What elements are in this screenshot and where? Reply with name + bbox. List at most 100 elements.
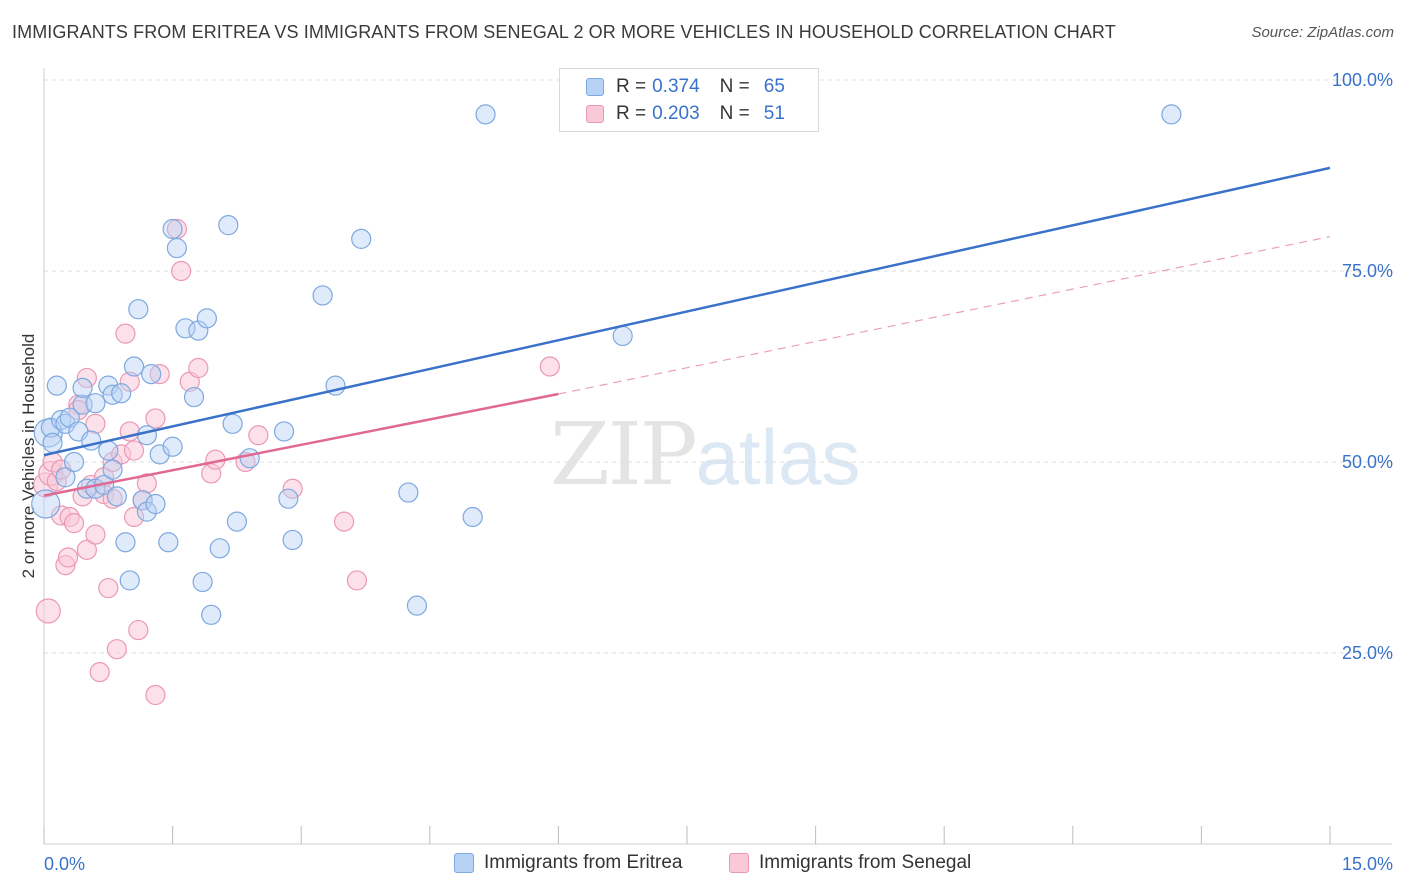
- legend-swatch-eritrea: [586, 78, 604, 96]
- senegal-point: [145, 684, 166, 706]
- eritrea-point: [312, 285, 333, 306]
- senegal-point: [128, 619, 149, 641]
- eritrea-trend-line: [43, 166, 1331, 457]
- senegal-point: [63, 513, 85, 534]
- eritrea-point: [218, 215, 239, 236]
- watermark-zip: ZIP: [550, 405, 698, 505]
- eritrea-point: [162, 436, 183, 457]
- senegal-point: [248, 425, 269, 446]
- eritrea-point: [55, 467, 76, 488]
- legend-swatch-senegal: [586, 105, 604, 123]
- x-tick-label: 15.0%: [1342, 854, 1393, 874]
- senegal-point: [85, 413, 106, 434]
- series-swatch-eritrea: [454, 853, 474, 873]
- tick-labels: 25.0% 50.0% 75.0% 100.0% 0.0% 15.0%: [44, 70, 1393, 874]
- senegal-point: [76, 367, 97, 389]
- eritrea-point: [31, 489, 61, 519]
- legend-row-eritrea: R = 0.374 N = 65: [586, 75, 785, 99]
- senegal-point: [136, 473, 157, 494]
- eritrea-point: [136, 425, 157, 446]
- senegal-point: [85, 524, 106, 545]
- eritrea-point: [132, 490, 153, 511]
- legend-r-label: R =: [616, 76, 647, 97]
- eritrea-point: [175, 318, 196, 339]
- eritrea-point: [42, 432, 63, 453]
- eritrea-point: [239, 448, 260, 469]
- eritrea-point: [226, 511, 247, 532]
- eritrea-point: [183, 386, 205, 408]
- senegal-point: [115, 323, 136, 344]
- series-legend: Immigrants from Eritrea Immigrants from …: [0, 852, 1406, 878]
- senegal-point: [188, 357, 209, 379]
- axes: 2 or more Vehicles in Household: [19, 68, 1392, 845]
- eritrea-point: [209, 538, 230, 559]
- eritrea-point: [141, 364, 162, 385]
- eritrea-point: [475, 104, 496, 125]
- eritrea-point: [102, 384, 123, 405]
- correlation-legend: R = 0.374 N = 65 R = 0.203 N = 51: [559, 68, 819, 132]
- grid-lines: [44, 79, 1392, 654]
- eritrea-point: [166, 237, 187, 259]
- trend-lines: [43, 166, 1331, 497]
- eritrea-point: [398, 482, 419, 503]
- eritrea-point: [1161, 104, 1182, 125]
- senegal-point: [119, 371, 140, 392]
- eritrea-point: [406, 595, 428, 616]
- legend-r-value: 0.374: [652, 76, 700, 97]
- senegal-point: [539, 356, 560, 377]
- series-label-senegal: Immigrants from Senegal: [759, 852, 972, 873]
- senegal-points: [33, 218, 560, 706]
- senegal-point: [76, 539, 97, 560]
- series-legend-senegal: Immigrants from Senegal: [729, 852, 971, 874]
- y-axis-title: 2 or more Vehicles in Household: [19, 334, 38, 579]
- eritrea-point: [282, 529, 303, 551]
- y-tick-label: 100.0%: [1332, 70, 1393, 90]
- y-tick-label: 75.0%: [1342, 261, 1393, 281]
- senegal-point: [123, 506, 145, 528]
- eritrea-point: [196, 308, 217, 329]
- senegal-trend-line: [43, 392, 559, 497]
- eritrea-point: [123, 356, 145, 377]
- eritrea-point: [98, 440, 119, 461]
- senegal-trend-extension: [558, 236, 1331, 395]
- senegal-point: [149, 364, 170, 385]
- eritrea-point: [612, 325, 633, 347]
- eritrea-point: [115, 532, 136, 553]
- legend-n-value: 65: [763, 76, 785, 97]
- watermark: ZIPatlas: [550, 405, 860, 505]
- legend-n-value: 51: [763, 103, 785, 124]
- senegal-point: [57, 547, 79, 568]
- legend-n-label: N =: [719, 76, 750, 97]
- eritrea-point: [192, 571, 213, 593]
- y-tick-label: 25.0%: [1342, 643, 1393, 663]
- series-swatch-senegal: [729, 853, 749, 873]
- senegal-point: [282, 478, 303, 499]
- eritrea-point: [222, 413, 243, 434]
- eritrea-point: [278, 488, 299, 509]
- eritrea-point: [111, 383, 132, 404]
- eritrea-point: [128, 299, 149, 320]
- eritrea-point: [63, 451, 85, 473]
- series-legend-eritrea: Immigrants from Eritrea: [454, 852, 682, 874]
- eritrea-point: [201, 604, 222, 625]
- eritrea-point: [162, 218, 183, 240]
- eritrea-point: [158, 532, 179, 553]
- legend-r-value: 0.203: [652, 103, 700, 124]
- chart-title: IMMIGRANTS FROM ERITREA VS IMMIGRANTS FR…: [12, 22, 1116, 42]
- eritrea-point: [119, 570, 140, 591]
- source-label: Source: ZipAtlas.com: [1251, 24, 1394, 41]
- eritrea-point: [145, 493, 166, 515]
- senegal-point: [106, 639, 127, 660]
- senegal-point: [35, 598, 61, 624]
- senegal-point: [346, 570, 368, 591]
- senegal-point: [145, 408, 166, 429]
- eritrea-points: [31, 104, 1182, 625]
- senegal-point: [171, 260, 192, 282]
- eritrea-point: [136, 501, 157, 522]
- eritrea-point: [46, 375, 67, 396]
- eritrea-point: [149, 444, 170, 465]
- eritrea-point: [273, 421, 295, 442]
- legend-r-label: R =: [616, 103, 647, 124]
- senegal-point: [123, 440, 145, 461]
- eritrea-point: [72, 394, 93, 415]
